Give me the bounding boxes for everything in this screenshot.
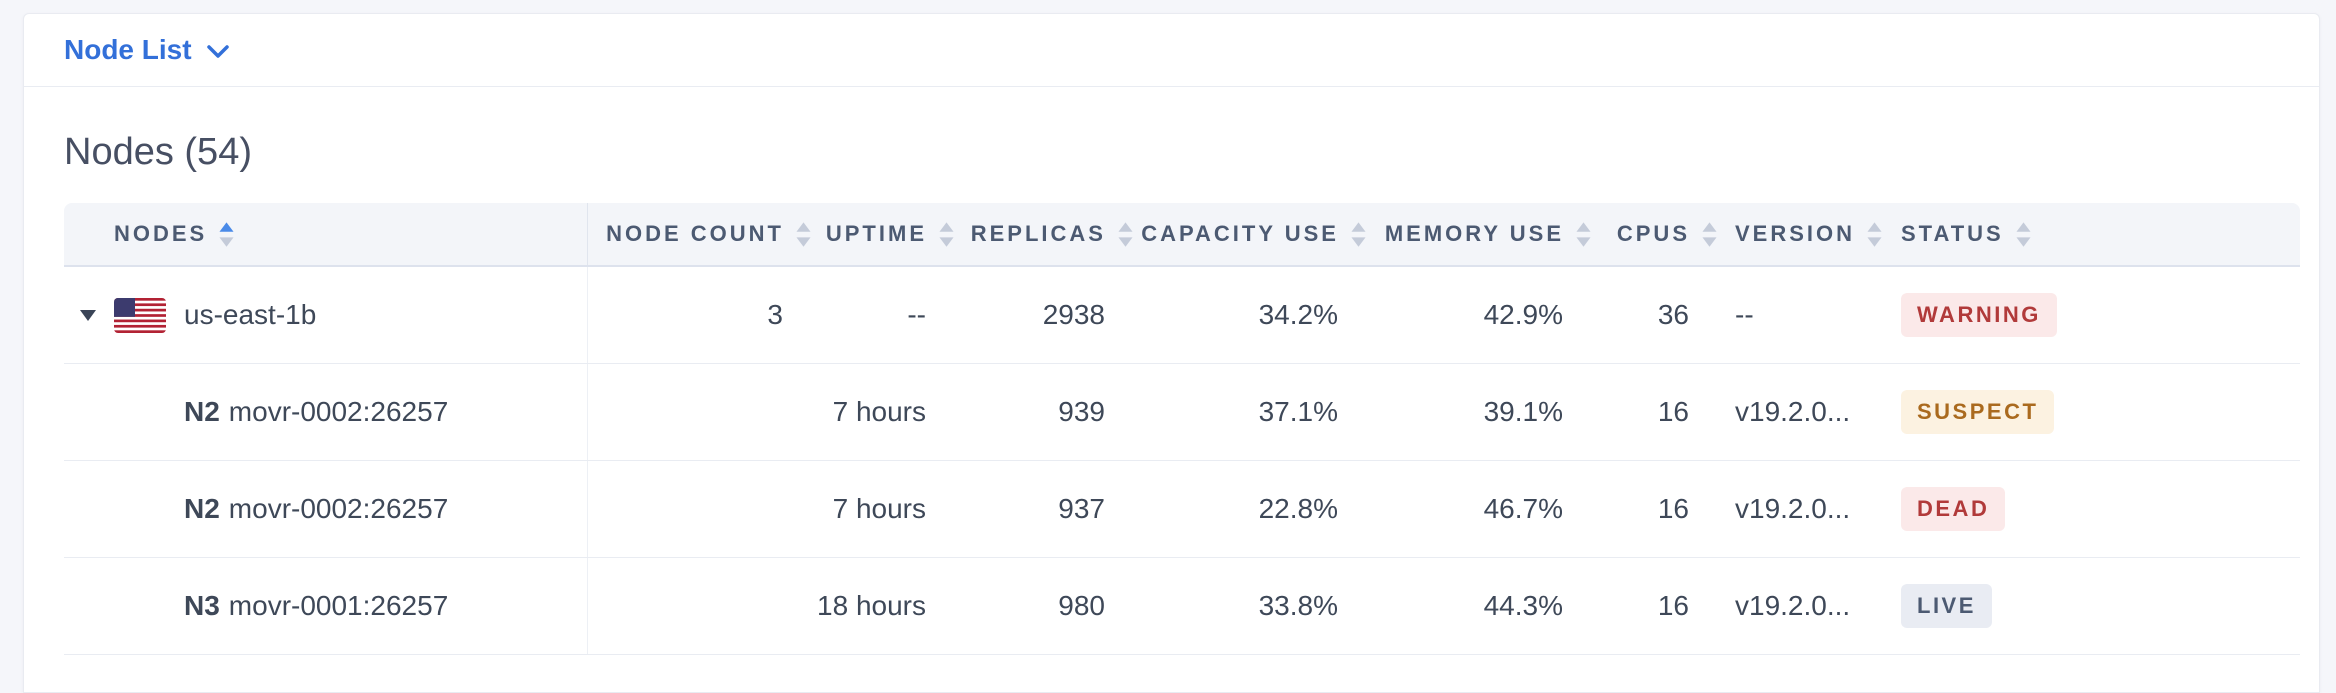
region-cell: us-east-1b [64, 267, 588, 363]
column-header-replicas[interactable]: REPLICAS [954, 203, 1133, 265]
uptime-cell: 7 hours [832, 396, 926, 427]
replicas-cell: 980 [1058, 590, 1105, 621]
column-header-capacity-use[interactable]: CAPACITY USE [1133, 203, 1366, 265]
memory-use-cell: 46.7% [1483, 493, 1563, 524]
version-cell: v19.2.0... [1735, 590, 1851, 621]
version-cell: v19.2.0... [1735, 493, 1851, 524]
sort-icon [1118, 221, 1133, 247]
sort-icon [1576, 221, 1591, 247]
node-address: movr-0002:26257 [228, 396, 449, 427]
column-header-nodes[interactable]: NODES [64, 203, 588, 265]
node-list-dropdown[interactable]: Node List [64, 34, 229, 66]
node-name-cell: N2 movr-0002:26257 [64, 461, 588, 557]
memory-use-cell: 39.1% [1483, 396, 1563, 427]
capacity-use-cell: 37.1% [1258, 396, 1338, 427]
memory-use-cell: 44.3% [1483, 590, 1563, 621]
capacity-use-cell: 33.8% [1258, 590, 1338, 621]
sort-icon [1351, 221, 1366, 247]
replicas-cell: 939 [1058, 396, 1105, 427]
memory-use-cell: 42.9% [1483, 299, 1563, 330]
cpus-cell: 16 [1657, 590, 1689, 621]
replicas-cell: 937 [1058, 493, 1105, 524]
status-badge: WARNING [1901, 293, 2057, 337]
column-header-version[interactable]: VERSION [1717, 203, 1882, 265]
collapse-caret-icon[interactable] [80, 309, 96, 321]
status-cell: WARNING [1881, 293, 2300, 337]
node-address: movr-0001:26257 [228, 590, 449, 621]
table-row-region[interactable]: us-east-1b 3 -- 2938 34.2% 42.9% 36 -- W… [64, 267, 2300, 364]
chevron-down-icon [206, 45, 229, 59]
cpus-cell: 36 [1657, 299, 1689, 330]
nodes-table: NODES NODE COUNT UPTIME REPLICAS CAPACIT… [64, 203, 2300, 655]
node-list-dropdown-label: Node List [64, 34, 192, 65]
uptime-cell: -- [907, 299, 926, 330]
page-title: Nodes (54) [64, 131, 252, 173]
uptime-cell: 7 hours [832, 493, 926, 524]
status-cell: DEAD [1881, 487, 2300, 531]
capacity-use-cell: 22.8% [1258, 493, 1338, 524]
page-header-bar: Node List [24, 14, 2319, 87]
sort-icon [2016, 221, 2031, 247]
column-header-status[interactable]: STATUS [1881, 203, 2300, 265]
sort-icon [219, 221, 234, 247]
node-id: N2 [184, 396, 220, 427]
node-id: N2 [184, 493, 220, 524]
table-row-node[interactable]: N2 movr-0002:26257 7 hours 937 22.8% 46.7… [64, 461, 2300, 558]
version-cell: v19.2.0... [1735, 396, 1851, 427]
version-cell: -- [1735, 299, 1754, 330]
sort-icon [796, 221, 811, 247]
column-header-cpus[interactable]: CPUS [1591, 203, 1717, 265]
us-flag-icon [114, 297, 166, 333]
node-name-cell: N2 movr-0002:26257 [64, 364, 588, 460]
node-count-cell: 3 [767, 299, 783, 330]
region-name: us-east-1b [184, 299, 317, 330]
node-id: N3 [184, 590, 220, 621]
node-address: movr-0002:26257 [228, 493, 449, 524]
table-row-node[interactable]: N2 movr-0002:26257 7 hours 939 37.1% 39.1… [64, 364, 2300, 461]
sort-icon [1702, 221, 1717, 247]
node-list-panel: Node List Nodes (54) NODES NODE COUNT UP… [23, 13, 2320, 693]
table-row-node[interactable]: N3 movr-0001:26257 18 hours 980 33.8% 44.… [64, 558, 2300, 655]
capacity-use-cell: 34.2% [1258, 299, 1338, 330]
table-header-row: NODES NODE COUNT UPTIME REPLICAS CAPACIT… [64, 203, 2300, 267]
status-cell: SUSPECT [1881, 390, 2300, 434]
status-badge: DEAD [1901, 487, 2006, 531]
sort-icon [1867, 221, 1882, 247]
column-header-memory-use[interactable]: MEMORY USE [1366, 203, 1591, 265]
cpus-cell: 16 [1657, 493, 1689, 524]
column-header-node-count[interactable]: NODE COUNT [588, 203, 811, 265]
status-badge: LIVE [1901, 584, 1992, 628]
uptime-cell: 18 hours [817, 590, 926, 621]
sort-icon [939, 221, 954, 247]
status-badge: SUSPECT [1901, 390, 2055, 434]
cpus-cell: 16 [1657, 396, 1689, 427]
status-cell: LIVE [1881, 584, 2300, 628]
replicas-cell: 2938 [1042, 299, 1105, 330]
node-name-cell: N3 movr-0001:26257 [64, 558, 588, 654]
column-header-uptime[interactable]: UPTIME [811, 203, 954, 265]
